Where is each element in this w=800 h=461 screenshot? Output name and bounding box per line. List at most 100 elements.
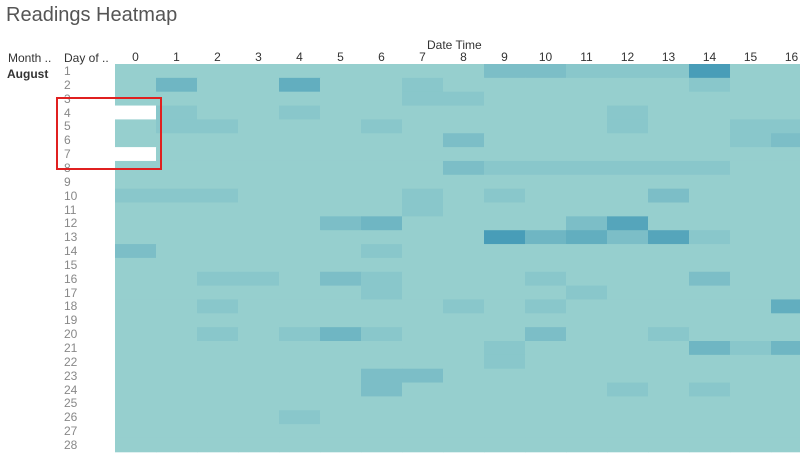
- heatmap-cell[interactable]: [197, 174, 239, 190]
- heatmap-cell[interactable]: [525, 382, 567, 397]
- heatmap-cell[interactable]: [238, 368, 280, 384]
- heatmap-cell[interactable]: [361, 133, 403, 148]
- heatmap-cell[interactable]: [525, 327, 567, 342]
- heatmap-cell[interactable]: [156, 77, 198, 93]
- heatmap-cell[interactable]: [566, 230, 608, 245]
- heatmap-cell[interactable]: [279, 174, 321, 190]
- heatmap-cell[interactable]: [238, 147, 280, 162]
- heatmap-cell[interactable]: [197, 202, 239, 217]
- heatmap-cell[interactable]: [648, 230, 690, 245]
- heatmap-cell[interactable]: [607, 91, 649, 107]
- heatmap-cell[interactable]: [689, 160, 731, 176]
- heatmap-cell[interactable]: [525, 188, 567, 203]
- heatmap-cell[interactable]: [730, 299, 772, 314]
- heatmap-cell[interactable]: [197, 160, 239, 176]
- heatmap-cell[interactable]: [566, 299, 608, 314]
- heatmap-cell[interactable]: [320, 396, 362, 411]
- heatmap-cell[interactable]: [648, 244, 690, 259]
- heatmap-cell[interactable]: [115, 424, 157, 439]
- heatmap-cell[interactable]: [279, 160, 321, 176]
- heatmap-cell[interactable]: [402, 341, 444, 356]
- heatmap-cell[interactable]: [320, 313, 362, 328]
- heatmap-cell[interactable]: [361, 354, 403, 370]
- heatmap-cell[interactable]: [115, 77, 157, 93]
- heatmap-cell[interactable]: [197, 64, 239, 79]
- heatmap-cell[interactable]: [730, 271, 772, 287]
- heatmap-cell[interactable]: [320, 202, 362, 217]
- heatmap-cell[interactable]: [443, 64, 485, 79]
- heatmap-cell[interactable]: [730, 77, 772, 93]
- heatmap-cell[interactable]: [197, 105, 239, 120]
- heatmap-cell[interactable]: [402, 271, 444, 287]
- heatmap-cell[interactable]: [279, 368, 321, 384]
- heatmap-cell[interactable]: [525, 437, 567, 453]
- heatmap-cell[interactable]: [238, 64, 280, 79]
- heatmap-cell[interactable]: [320, 257, 362, 273]
- heatmap-cell[interactable]: [730, 382, 772, 397]
- heatmap-cell[interactable]: [402, 188, 444, 203]
- heatmap-cell[interactable]: [648, 410, 690, 425]
- heatmap-cell[interactable]: [484, 382, 526, 397]
- heatmap-cell[interactable]: [648, 147, 690, 162]
- heatmap-cell[interactable]: [566, 354, 608, 370]
- heatmap-cell[interactable]: [197, 244, 239, 259]
- heatmap-cell[interactable]: [607, 216, 649, 231]
- heatmap-cell[interactable]: [730, 396, 772, 411]
- heatmap-cell[interactable]: [238, 396, 280, 411]
- heatmap-cell[interactable]: [484, 216, 526, 231]
- heatmap-cell[interactable]: [648, 105, 690, 120]
- heatmap-cell[interactable]: [484, 64, 526, 79]
- heatmap-cell[interactable]: [320, 133, 362, 148]
- heatmap-cell[interactable]: [566, 133, 608, 148]
- heatmap-cell[interactable]: [361, 410, 403, 425]
- heatmap-cell[interactable]: [238, 313, 280, 328]
- heatmap-cell[interactable]: [443, 437, 485, 453]
- heatmap-cell[interactable]: [320, 341, 362, 356]
- heatmap-cell[interactable]: [730, 244, 772, 259]
- heatmap-cell[interactable]: [566, 382, 608, 397]
- heatmap-cell[interactable]: [648, 285, 690, 300]
- heatmap-cell[interactable]: [320, 230, 362, 245]
- heatmap-cell[interactable]: [689, 257, 731, 273]
- heatmap-cell[interactable]: [238, 410, 280, 425]
- heatmap-cell[interactable]: [648, 160, 690, 176]
- heatmap-cell[interactable]: [484, 271, 526, 287]
- heatmap-cell[interactable]: [525, 341, 567, 356]
- heatmap-cell[interactable]: [197, 354, 239, 370]
- heatmap-cell[interactable]: [484, 133, 526, 148]
- heatmap-cell[interactable]: [156, 174, 198, 190]
- heatmap-cell[interactable]: [279, 64, 321, 79]
- heatmap-cell[interactable]: [320, 91, 362, 107]
- heatmap-cell[interactable]: [648, 327, 690, 342]
- datetime-header[interactable]: Date Time: [427, 38, 482, 52]
- heatmap-cell[interactable]: [197, 119, 239, 134]
- heatmap-cell[interactable]: [689, 147, 731, 162]
- heatmap-cell[interactable]: [238, 354, 280, 370]
- heatmap-cell[interactable]: [361, 91, 403, 107]
- heatmap-cell[interactable]: [730, 64, 772, 79]
- heatmap-cell[interactable]: [197, 257, 239, 273]
- heatmap-cell[interactable]: [730, 437, 772, 453]
- heatmap-cell[interactable]: [402, 410, 444, 425]
- heatmap-cell[interactable]: [771, 271, 800, 287]
- heatmap-cell[interactable]: [279, 299, 321, 314]
- heatmap-cell[interactable]: [443, 119, 485, 134]
- heatmap-cell[interactable]: [484, 354, 526, 370]
- heatmap-cell[interactable]: [730, 424, 772, 439]
- heatmap-cell[interactable]: [771, 91, 800, 107]
- heatmap-cell[interactable]: [238, 188, 280, 203]
- heatmap-cell[interactable]: [484, 437, 526, 453]
- heatmap-cell[interactable]: [402, 368, 444, 384]
- heatmap-cell[interactable]: [689, 396, 731, 411]
- heatmap-cell[interactable]: [607, 410, 649, 425]
- heatmap-cell[interactable]: [607, 257, 649, 273]
- heatmap-cell[interactable]: [771, 437, 800, 453]
- heatmap-cell[interactable]: [115, 437, 157, 453]
- heatmap-cell[interactable]: [320, 271, 362, 287]
- heatmap-cell[interactable]: [156, 382, 198, 397]
- heatmap-cell[interactable]: [689, 133, 731, 148]
- heatmap-cell[interactable]: [771, 64, 800, 79]
- heatmap-cell[interactable]: [771, 410, 800, 425]
- heatmap-cell[interactable]: [197, 299, 239, 314]
- heatmap-cell[interactable]: [443, 271, 485, 287]
